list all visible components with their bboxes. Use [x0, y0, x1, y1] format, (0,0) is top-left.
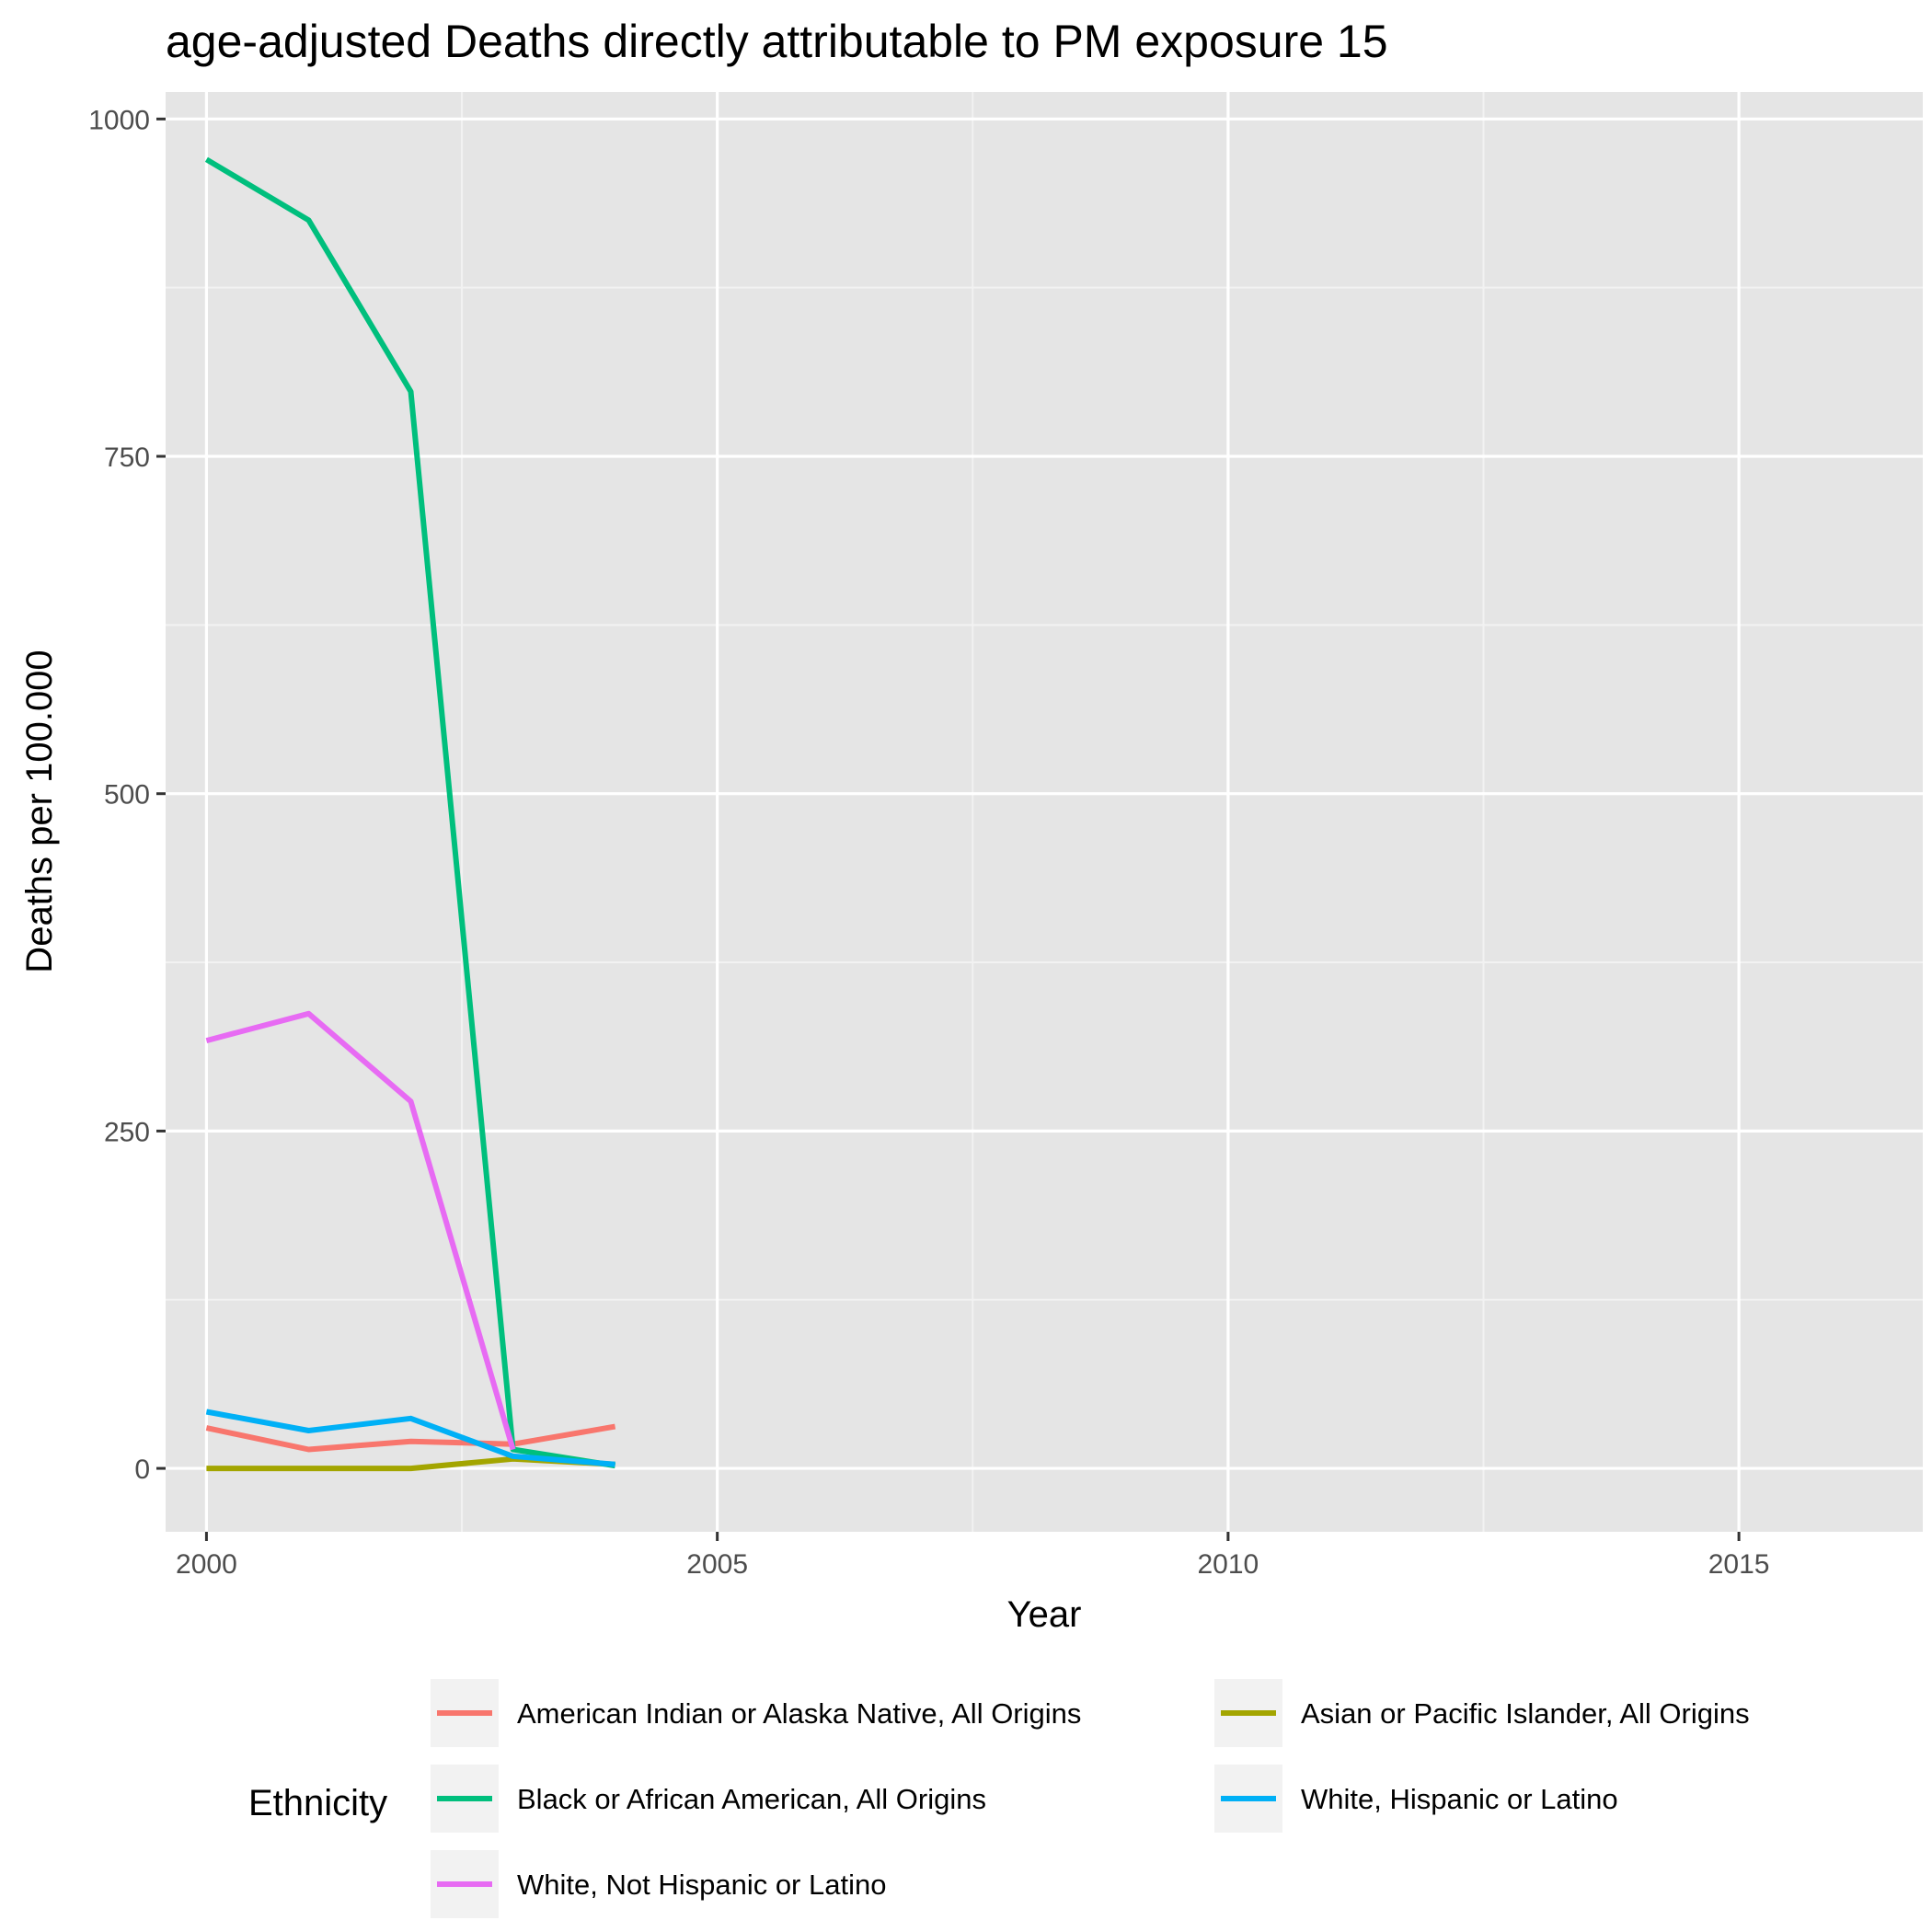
y-tick-label: 500 [104, 780, 150, 811]
series-line-white-hispanic-or-latino [205, 1409, 615, 1467]
y-axis-title: Deaths per 100.000 [19, 650, 60, 972]
y-tick-label: 250 [104, 1117, 150, 1147]
x-axis: 2000 2005 2010 2015 [176, 1532, 1769, 1580]
y-tick-label: 1000 [88, 105, 150, 135]
legend-item: White, Not Hispanic or Latino [431, 1850, 886, 1918]
legend-items: American Indian or Alaska Native, All Or… [431, 1679, 1750, 1918]
x-axis-title: Year [1007, 1594, 1082, 1635]
legend-label: White, Hispanic or Latino [1301, 1783, 1618, 1815]
legend-item: Asian or Pacific Islander, All Origins [1214, 1679, 1750, 1747]
series-line-white-not-hispanic-or-latino [205, 1010, 516, 1451]
legend-item: Black or African American, All Origins [431, 1765, 986, 1833]
series-line-black-or-african-american-all-origins [204, 156, 616, 1469]
legend-label: White, Not Hispanic or Latino [517, 1869, 886, 1901]
x-tick-label: 2005 [686, 1549, 748, 1580]
x-tick-label: 2000 [176, 1549, 237, 1580]
series-lines [204, 156, 616, 1472]
legend-item: White, Hispanic or Latino [1214, 1765, 1618, 1833]
x-tick-label: 2010 [1198, 1549, 1259, 1580]
legend-label: American Indian or Alaska Native, All Or… [517, 1697, 1081, 1730]
y-axis: 0 250 500 750 1000 [88, 105, 166, 1485]
plot-panel [166, 92, 1923, 1532]
legend-label: Asian or Pacific Islander, All Origins [1301, 1697, 1750, 1730]
y-tick-label: 750 [104, 443, 150, 473]
y-tick-label: 0 [134, 1455, 150, 1485]
minor-gridlines [166, 92, 1923, 1532]
chart-title: age-adjusted Deaths directly attributabl… [166, 16, 1388, 67]
legend-item: American Indian or Alaska Native, All Or… [431, 1679, 1081, 1747]
legend-title: Ethnicity [248, 1783, 387, 1823]
major-gridlines [166, 92, 1923, 1532]
series-line-american-indian-or-alaska-native-all-origins [205, 1423, 616, 1453]
legend-label: Black or African American, All Origins [517, 1783, 986, 1815]
legend: Ethnicity American Indian or Alaska Nati… [248, 1679, 1750, 1918]
x-tick-label: 2015 [1708, 1549, 1770, 1580]
